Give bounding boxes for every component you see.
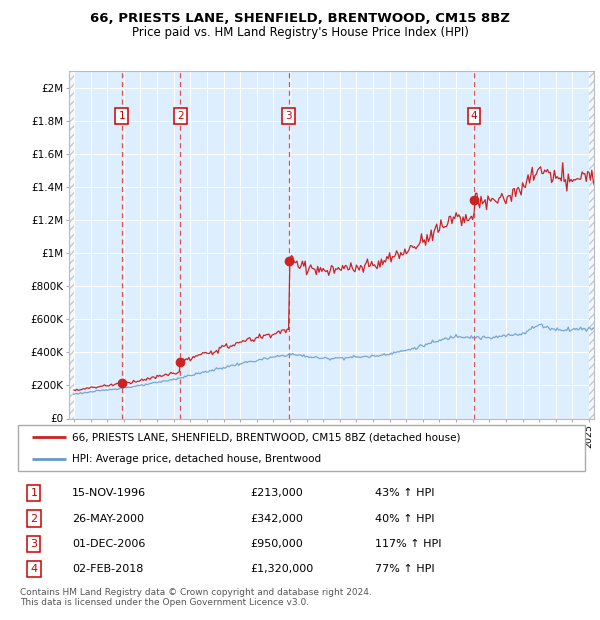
Text: 01-DEC-2006: 01-DEC-2006 [72, 539, 145, 549]
Text: 66, PRIESTS LANE, SHENFIELD, BRENTWOOD, CM15 8BZ: 66, PRIESTS LANE, SHENFIELD, BRENTWOOD, … [90, 12, 510, 25]
Text: 15-NOV-1996: 15-NOV-1996 [72, 488, 146, 498]
Bar [69, 71, 74, 419]
Text: £950,000: £950,000 [250, 539, 303, 549]
FancyBboxPatch shape [18, 425, 585, 471]
Text: 66, PRIESTS LANE, SHENFIELD, BRENTWOOD, CM15 8BZ (detached house): 66, PRIESTS LANE, SHENFIELD, BRENTWOOD, … [72, 432, 460, 442]
Text: Contains HM Land Registry data © Crown copyright and database right 2024.
This d: Contains HM Land Registry data © Crown c… [20, 588, 371, 607]
Text: 2: 2 [177, 111, 184, 121]
Text: HPI: Average price, detached house, Brentwood: HPI: Average price, detached house, Bren… [72, 454, 321, 464]
Text: £213,000: £213,000 [250, 488, 303, 498]
Text: 3: 3 [286, 111, 292, 121]
Text: 26-MAY-2000: 26-MAY-2000 [72, 513, 144, 523]
Text: 77% ↑ HPI: 77% ↑ HPI [375, 564, 435, 574]
Text: £1,320,000: £1,320,000 [250, 564, 314, 574]
Text: 117% ↑ HPI: 117% ↑ HPI [375, 539, 442, 549]
Text: 02-FEB-2018: 02-FEB-2018 [72, 564, 143, 574]
Text: 3: 3 [31, 539, 37, 549]
Text: 1: 1 [31, 488, 37, 498]
Text: 1: 1 [118, 111, 125, 121]
Text: £342,000: £342,000 [250, 513, 304, 523]
Text: 43% ↑ HPI: 43% ↑ HPI [375, 488, 435, 498]
Text: 4: 4 [471, 111, 478, 121]
Text: 4: 4 [31, 564, 37, 574]
Bar [589, 71, 594, 419]
Text: Price paid vs. HM Land Registry's House Price Index (HPI): Price paid vs. HM Land Registry's House … [131, 26, 469, 39]
Text: 40% ↑ HPI: 40% ↑ HPI [375, 513, 435, 523]
Text: 2: 2 [31, 513, 37, 523]
